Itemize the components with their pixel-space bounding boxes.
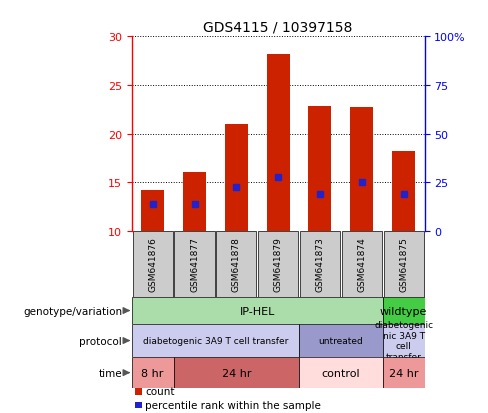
Text: untreated: untreated	[319, 336, 363, 345]
Bar	[383, 357, 425, 388]
Bar	[216, 231, 256, 297]
Bar	[135, 402, 142, 408]
Text: GSM641879: GSM641879	[274, 237, 283, 292]
Bar	[383, 297, 425, 324]
Bar	[225, 125, 248, 231]
Bar	[392, 152, 415, 231]
Text: genotype/variation: genotype/variation	[23, 306, 122, 316]
Bar	[135, 388, 142, 394]
Bar	[299, 357, 383, 388]
Bar	[299, 324, 383, 357]
Bar	[174, 357, 299, 388]
Text: IP-HEL: IP-HEL	[240, 306, 275, 316]
Bar	[132, 324, 299, 357]
Text: 24 hr: 24 hr	[389, 368, 418, 378]
Bar	[350, 108, 373, 231]
Bar	[300, 231, 340, 297]
Text: GSM641876: GSM641876	[148, 237, 157, 292]
Text: wildtype: wildtype	[380, 306, 427, 316]
Text: count: count	[145, 387, 174, 396]
Text: diabetogenic
nic 3A9 T
cell
transfer: diabetogenic nic 3A9 T cell transfer	[374, 320, 433, 361]
Bar	[174, 231, 215, 297]
Bar	[133, 231, 173, 297]
Bar	[132, 297, 383, 324]
Text: GSM641873: GSM641873	[315, 237, 325, 292]
Bar	[258, 231, 298, 297]
Text: 24 hr: 24 hr	[222, 368, 251, 378]
Text: GSM641877: GSM641877	[190, 237, 199, 292]
Text: GSM641875: GSM641875	[399, 237, 408, 292]
Text: percentile rank within the sample: percentile rank within the sample	[145, 400, 321, 410]
Text: protocol: protocol	[79, 336, 122, 346]
Bar	[183, 173, 206, 231]
Text: 8 hr: 8 hr	[142, 368, 164, 378]
Bar	[141, 190, 164, 231]
Bar	[266, 55, 290, 231]
Bar	[342, 231, 382, 297]
Bar	[132, 357, 174, 388]
Text: GSM641874: GSM641874	[357, 237, 366, 292]
Bar	[383, 324, 425, 357]
Text: diabetogenic 3A9 T cell transfer: diabetogenic 3A9 T cell transfer	[142, 336, 288, 345]
Text: GSM641878: GSM641878	[232, 237, 241, 292]
Title: GDS4115 / 10397158: GDS4115 / 10397158	[203, 21, 353, 35]
Text: time: time	[99, 368, 122, 378]
Text: control: control	[322, 368, 360, 378]
Bar	[384, 231, 424, 297]
Bar	[308, 107, 331, 231]
